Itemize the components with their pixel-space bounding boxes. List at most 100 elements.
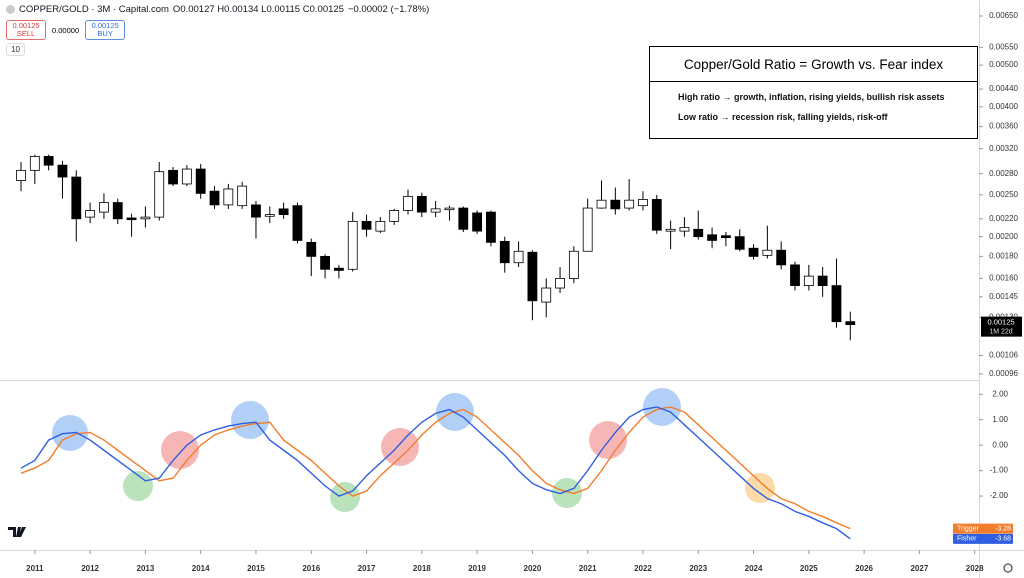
trade-buttons: 0.00125 SELL 0.00000 0.00125 BUY bbox=[6, 20, 126, 40]
candle-body bbox=[555, 278, 565, 289]
x-tick-label: 2019 bbox=[468, 564, 486, 573]
ohlc-key: O bbox=[172, 4, 181, 15]
interval-badge[interactable]: 10 bbox=[6, 43, 25, 56]
x-tick-label: 2018 bbox=[413, 564, 431, 573]
x-tick-label: 2028 bbox=[966, 564, 984, 573]
candle-body bbox=[430, 208, 441, 213]
candle-body bbox=[458, 207, 469, 230]
tv-logo bbox=[8, 527, 26, 537]
last-price-label: 0.00125 bbox=[987, 318, 1014, 327]
ohlc: O0.00127 H0.00134 L0.00115 C0.00125 bbox=[173, 4, 344, 15]
warning-circle bbox=[745, 473, 775, 503]
candle-body bbox=[278, 208, 289, 216]
candle-body bbox=[444, 207, 455, 211]
last-price-box bbox=[981, 316, 1022, 337]
candle-body bbox=[638, 199, 648, 207]
countdown: 1M 22d bbox=[989, 328, 1012, 335]
y-tick-label: 0.00650 bbox=[989, 11, 1018, 20]
candle-body bbox=[790, 264, 800, 286]
y-tick-label: 1.00 bbox=[992, 415, 1008, 424]
y-tick-label: 0.00220 bbox=[989, 214, 1018, 223]
legend-badge bbox=[953, 533, 1013, 544]
x-tick-label: 2020 bbox=[524, 564, 542, 573]
y-tick-label: 0.00 bbox=[992, 440, 1008, 449]
x-tick-label: 2026 bbox=[855, 564, 873, 573]
x-tick-label: 2023 bbox=[689, 564, 707, 573]
ohlc-key: L bbox=[261, 4, 267, 15]
y-tick-label: 0.00096 bbox=[989, 369, 1018, 378]
buy-button[interactable]: 0.00125 BUY bbox=[85, 20, 126, 40]
x-tick-label: 2016 bbox=[302, 564, 320, 573]
candle-body bbox=[57, 164, 68, 178]
candle-body bbox=[831, 285, 842, 323]
candle-body bbox=[223, 188, 234, 206]
candle-body bbox=[651, 199, 662, 231]
candle-body bbox=[320, 255, 330, 270]
candle-body bbox=[16, 169, 26, 181]
candle-body bbox=[734, 236, 745, 250]
ohlc-value: 0.00115 bbox=[266, 4, 301, 15]
candle-body bbox=[582, 207, 593, 252]
cross-circle bbox=[381, 428, 419, 466]
trough-circle bbox=[123, 471, 153, 501]
x-tick-label: 2027 bbox=[910, 564, 928, 573]
candle-body bbox=[126, 217, 137, 221]
candle-body bbox=[817, 275, 828, 286]
buy-label: BUY bbox=[97, 29, 113, 38]
change: −0.00002 (−1.78%) bbox=[347, 4, 430, 15]
candle-body bbox=[624, 199, 635, 209]
y-tick-label: 0.00106 bbox=[989, 351, 1018, 360]
candle-body bbox=[71, 176, 82, 220]
candle-body bbox=[112, 202, 123, 220]
candle-body bbox=[472, 212, 483, 232]
x-tick-label: 2025 bbox=[800, 564, 818, 573]
candle-body bbox=[209, 190, 220, 206]
signal-circles bbox=[52, 388, 775, 512]
last-value-label: -3.28 bbox=[995, 525, 1011, 532]
candle-body bbox=[679, 227, 690, 232]
ohlc-value: 0.00127 bbox=[180, 4, 215, 15]
x-tick-label: 2013 bbox=[137, 564, 155, 573]
candle-body bbox=[85, 210, 96, 218]
candle-body bbox=[154, 171, 165, 218]
y-tick-label: 0.00320 bbox=[989, 144, 1018, 153]
annotation-box: Copper/Gold Ratio = Growth vs. Fear inde… bbox=[649, 46, 978, 139]
candle-body bbox=[251, 204, 261, 218]
legend-name: Fisher bbox=[957, 536, 977, 543]
candle-body bbox=[416, 195, 427, 213]
x-tick-label: 2024 bbox=[745, 564, 763, 573]
ohlc-value: 0.00125 bbox=[309, 4, 344, 15]
legend-name: Trigger bbox=[957, 525, 980, 532]
x-tick-label: 2015 bbox=[247, 564, 265, 573]
y-tick-label: 0.00250 bbox=[989, 190, 1018, 199]
candle-body bbox=[499, 240, 510, 264]
candle-body bbox=[776, 249, 787, 266]
sell-button[interactable]: 0.00125 SELL bbox=[6, 20, 46, 40]
candle-body bbox=[333, 267, 344, 271]
sell-label: SELL bbox=[16, 29, 36, 38]
candle-body bbox=[610, 199, 621, 210]
candle-body bbox=[168, 169, 178, 185]
candle-body bbox=[29, 156, 40, 171]
x-tick-label: 2022 bbox=[634, 564, 652, 573]
candle-body bbox=[541, 287, 552, 303]
candle-body bbox=[43, 156, 54, 166]
peak-circle bbox=[643, 388, 681, 426]
y-tick-label: 0.00160 bbox=[989, 274, 1018, 283]
x-tick-label: 2021 bbox=[579, 564, 597, 573]
candle-body bbox=[389, 210, 400, 222]
ohlc-key: C bbox=[302, 4, 310, 15]
trough-circle bbox=[330, 482, 360, 512]
candle-body bbox=[720, 235, 731, 238]
y-tick-label: 0.00180 bbox=[989, 251, 1018, 260]
annotation-line: Low ratio → recession risk, falling yiel… bbox=[678, 112, 888, 122]
candle-body bbox=[803, 275, 814, 286]
y-tick-label: 0.00500 bbox=[989, 60, 1018, 69]
candle-body bbox=[292, 205, 303, 241]
indicator-line bbox=[20, 406, 851, 530]
settings-icon[interactable] bbox=[1003, 563, 1013, 573]
x-tick-label: 2014 bbox=[192, 564, 210, 573]
candle-body bbox=[568, 250, 579, 279]
candle-body bbox=[140, 216, 151, 220]
candle-body bbox=[99, 202, 109, 213]
